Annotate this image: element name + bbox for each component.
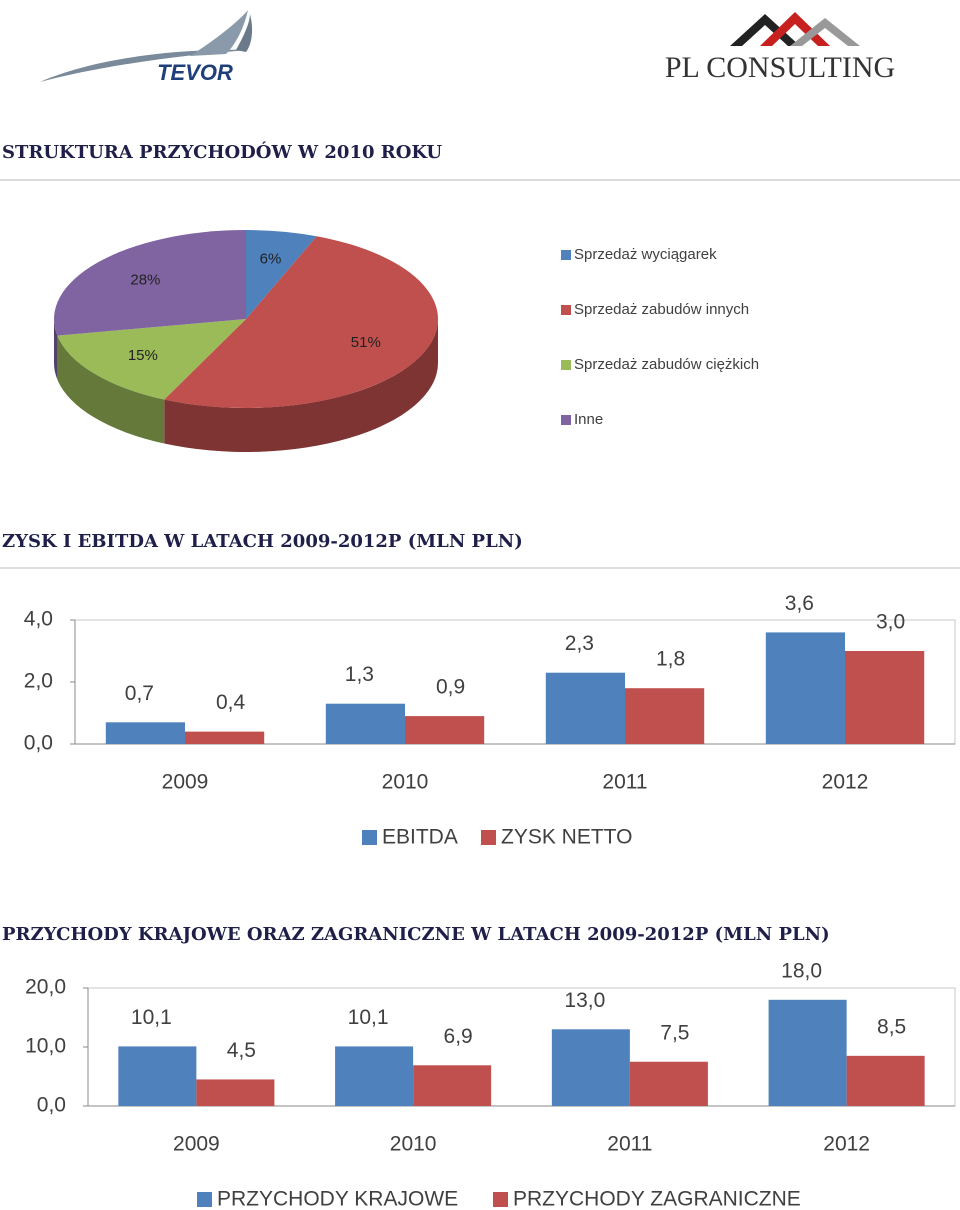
data-label: 8,5 [877, 1015, 906, 1038]
pie-side [57, 335, 165, 444]
bar [846, 1055, 925, 1106]
bar [845, 651, 925, 744]
data-label: 4,5 [227, 1039, 256, 1062]
bar [185, 731, 265, 744]
y-tick-label: 10,0 [25, 1035, 66, 1058]
legend-label: EBITDA [382, 826, 458, 849]
legend-label: Inne [574, 411, 603, 428]
x-tick-label: 2011 [602, 771, 647, 794]
pie-slice [246, 230, 317, 319]
x-tick-label: 2009 [162, 771, 209, 794]
y-tick-label: 4,0 [24, 608, 53, 631]
data-label: 6% [260, 251, 282, 268]
pie-slice [57, 319, 246, 400]
data-label: 51% [351, 334, 381, 351]
legend-swatch [493, 1192, 508, 1207]
legend-label: Sprzedaż zabudów ciężkich [574, 356, 759, 373]
legend-label: Sprzedaż zabudów innych [574, 301, 749, 318]
data-label: 0,9 [436, 676, 465, 699]
data-label: 2,3 [565, 632, 594, 655]
legend-swatch [561, 415, 571, 425]
chart-title: PRZYCHODY KRAJOWE ORAZ ZAGRANICZNE W LAT… [2, 924, 830, 945]
bar [105, 722, 185, 744]
data-label: 1,3 [345, 663, 374, 686]
legend-swatch [481, 830, 496, 845]
data-label: 10,1 [131, 1006, 172, 1029]
legend-swatch [561, 305, 571, 315]
data-label: 18,0 [781, 959, 822, 982]
bar [118, 1046, 197, 1106]
logo-text: TEVOR [157, 60, 233, 85]
y-tick-label: 20,0 [25, 976, 66, 999]
legend-label: PRZYCHODY KRAJOWE [217, 1188, 458, 1210]
legend-label: PRZYCHODY ZAGRANICZNE [513, 1188, 801, 1210]
bar [405, 716, 485, 744]
legend-label: ZYSK NETTO [501, 826, 632, 849]
legend-label: Sprzedaż wyciągarek [574, 246, 717, 263]
data-label: 15% [128, 347, 158, 364]
data-label: 7,5 [660, 1021, 689, 1044]
bar [625, 688, 705, 744]
chart-title: ZYSK I EBITDA W LATACH 2009-2012P (MLN P… [2, 531, 523, 552]
chart-title: STRUKTURA PRZYCHODÓW W 2010 ROKU [2, 140, 442, 163]
pie-side [54, 319, 58, 380]
pie-slice [164, 236, 439, 408]
pie-slice [53, 230, 246, 336]
data-label: 28% [130, 271, 160, 288]
x-tick-label: 2012 [823, 1133, 870, 1156]
bar [545, 672, 625, 744]
bar [765, 632, 845, 744]
data-label: 3,6 [785, 592, 814, 615]
bar [551, 1029, 630, 1106]
x-tick-label: 2010 [390, 1133, 437, 1156]
logo-right: PL CONSULTING [665, 12, 895, 84]
data-label: 10,1 [348, 1006, 389, 1029]
logo-left: TEVOR [40, 10, 253, 85]
bar [413, 1065, 492, 1106]
bar [325, 703, 405, 744]
x-tick-label: 2009 [173, 1133, 220, 1156]
x-tick-label: 2010 [382, 771, 429, 794]
y-tick-label: 2,0 [24, 670, 53, 693]
data-label: 0,7 [125, 682, 154, 705]
legend-swatch [197, 1192, 212, 1207]
x-tick-label: 2011 [607, 1133, 652, 1156]
bar [335, 1046, 414, 1106]
logo-text: PL CONSULTING [665, 51, 895, 84]
data-label: 1,8 [656, 648, 685, 671]
legend-swatch [561, 360, 571, 370]
data-label: 6,9 [444, 1025, 473, 1048]
y-tick-label: 0,0 [37, 1094, 66, 1117]
bar [629, 1061, 708, 1106]
pie-side [164, 319, 439, 452]
y-tick-label: 0,0 [24, 732, 53, 755]
data-label: 3,0 [876, 611, 905, 634]
legend-swatch [561, 250, 571, 260]
data-label: 0,4 [216, 691, 246, 714]
bar [768, 999, 847, 1106]
data-label: 13,0 [564, 989, 605, 1012]
bar [196, 1079, 275, 1106]
legend-swatch [362, 830, 377, 845]
x-tick-label: 2012 [822, 771, 869, 794]
